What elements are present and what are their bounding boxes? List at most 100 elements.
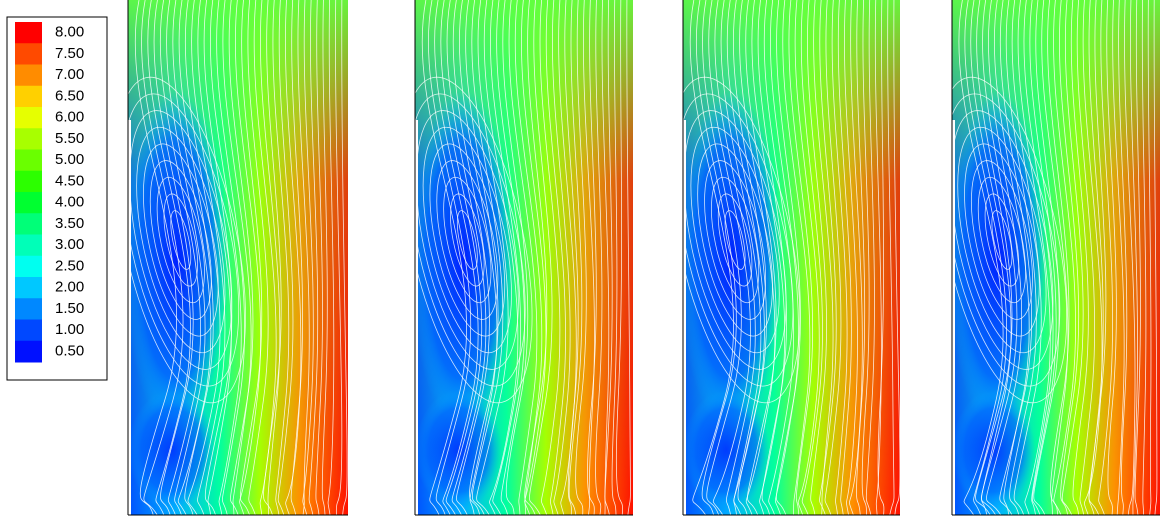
legend-swatch bbox=[15, 85, 42, 108]
streamline bbox=[539, 0, 561, 515]
streamline bbox=[807, 0, 827, 515]
streamline bbox=[1029, 0, 1057, 515]
vortex-streamline bbox=[977, 176, 1026, 304]
streamline bbox=[508, 0, 538, 515]
legend-label: 3.00 bbox=[55, 236, 84, 253]
streamline bbox=[587, 0, 597, 515]
streamline bbox=[147, 0, 191, 515]
flow-panel bbox=[682, 0, 900, 516]
panel-content bbox=[415, 0, 633, 515]
streamline bbox=[315, 0, 323, 515]
streamline bbox=[1070, 0, 1089, 515]
legend: 8.00 7.50 7.00 6.50 6.00 5.50 5.00 4.50 4.00 3.50… bbox=[15, 22, 84, 363]
streamline bbox=[277, 0, 294, 515]
recirculation-zone bbox=[128, 90, 230, 430]
streamline bbox=[524, 0, 548, 515]
vortex-streamline bbox=[991, 210, 1013, 270]
streamline bbox=[819, 0, 837, 515]
streamline bbox=[1053, 0, 1076, 515]
vortex-streamline bbox=[724, 210, 746, 270]
streamline bbox=[159, 0, 201, 515]
streamline bbox=[800, 0, 823, 515]
streamline bbox=[302, 0, 314, 515]
streamline bbox=[308, 0, 319, 515]
streamline bbox=[575, 0, 587, 515]
streamline bbox=[465, 0, 499, 515]
flow-panel bbox=[127, 0, 348, 516]
flow-panel bbox=[951, 0, 1160, 516]
vortex-streamline bbox=[957, 126, 1047, 354]
streamline bbox=[726, 0, 765, 515]
streamline bbox=[813, 0, 834, 515]
legend-label: 8.00 bbox=[55, 24, 84, 41]
streamline bbox=[434, 0, 479, 515]
streamline bbox=[708, 0, 751, 515]
streamline bbox=[877, 0, 885, 515]
vortex-streamline bbox=[971, 160, 1033, 320]
streamline bbox=[446, 0, 487, 515]
streamline bbox=[775, 0, 801, 515]
streamline bbox=[615, 0, 623, 515]
streamline bbox=[824, 0, 842, 515]
vortex-streamline bbox=[163, 193, 199, 287]
streamline bbox=[788, 0, 813, 515]
streamline bbox=[1047, 0, 1070, 515]
legend-label: 4.50 bbox=[55, 172, 84, 189]
streamline bbox=[861, 0, 870, 515]
legend-swatch bbox=[15, 43, 42, 65]
streamline bbox=[1033, 0, 1060, 515]
streamline bbox=[216, 0, 245, 515]
streamline bbox=[794, 0, 820, 515]
vortex-streamline bbox=[683, 76, 801, 404]
streamline bbox=[440, 0, 483, 515]
streamline bbox=[626, 0, 631, 515]
vortex-streamline bbox=[984, 193, 1020, 287]
legend-swatch bbox=[15, 64, 42, 87]
legend-swatch bbox=[15, 255, 42, 278]
streamline bbox=[141, 0, 184, 515]
streamline bbox=[893, 0, 900, 515]
streamline bbox=[695, 0, 737, 515]
streamline bbox=[1011, 0, 1042, 515]
streamline bbox=[263, 0, 282, 515]
streamline bbox=[1059, 0, 1080, 515]
streamline bbox=[1076, 0, 1096, 515]
streamline bbox=[184, 0, 221, 515]
panel-content bbox=[128, 0, 348, 515]
streamline bbox=[197, 0, 232, 515]
legend-label: 2.00 bbox=[55, 279, 84, 296]
legend-label: 7.50 bbox=[55, 45, 84, 62]
streamline bbox=[975, 0, 1013, 515]
streamline bbox=[172, 0, 212, 515]
streamline bbox=[558, 0, 577, 515]
streamline bbox=[285, 0, 302, 515]
streamline bbox=[529, 0, 553, 515]
vortex-streamline bbox=[456, 210, 478, 270]
streamline bbox=[964, 0, 1007, 515]
legend-swatch bbox=[15, 22, 42, 44]
streamline bbox=[745, 0, 777, 515]
vortex-streamline bbox=[429, 143, 506, 337]
streamline bbox=[239, 0, 263, 515]
streamline bbox=[134, 0, 178, 515]
streamline bbox=[1147, 0, 1152, 515]
streamline bbox=[166, 0, 206, 515]
vortex-streamline bbox=[170, 210, 192, 270]
streamline bbox=[611, 0, 618, 515]
vortex-streamline bbox=[436, 160, 499, 320]
streamline bbox=[421, 0, 467, 515]
streamline bbox=[521, 0, 547, 515]
legend-label: 1.50 bbox=[55, 300, 84, 317]
vortex-streamline bbox=[443, 176, 492, 304]
vortex-streamline bbox=[156, 176, 205, 304]
streamline bbox=[228, 0, 254, 515]
legend-swatch bbox=[15, 277, 42, 299]
streamline bbox=[1023, 0, 1054, 515]
streamline bbox=[564, 0, 579, 515]
streamline bbox=[335, 0, 343, 515]
legend-label: 2.50 bbox=[55, 257, 84, 274]
streamline bbox=[986, 0, 1023, 515]
legend-swatch bbox=[15, 319, 42, 342]
vortex-streamline bbox=[415, 110, 519, 370]
